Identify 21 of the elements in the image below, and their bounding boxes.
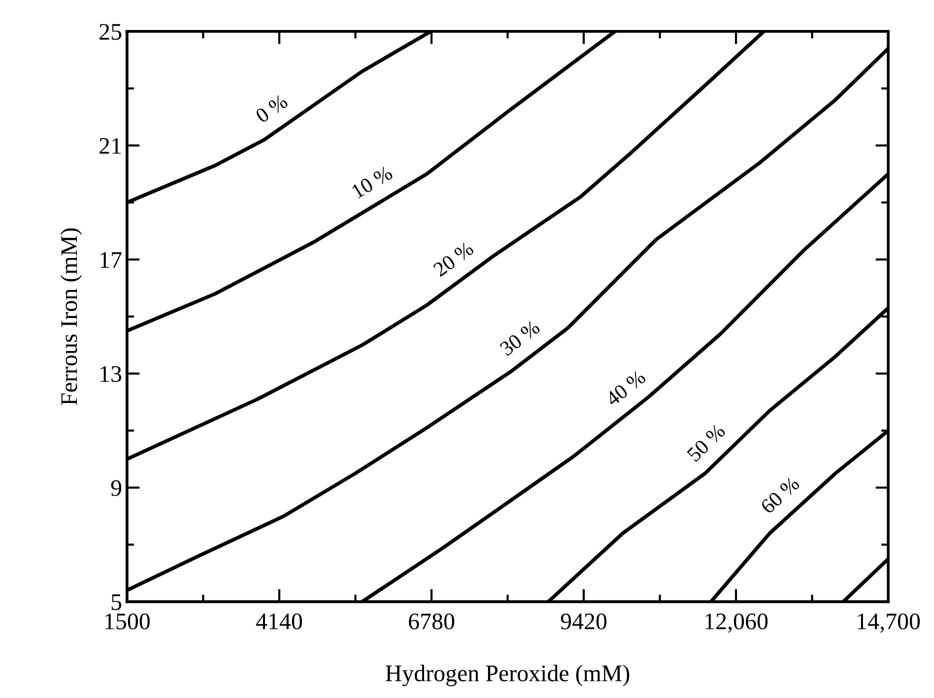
y-tick-label: 17	[100, 252, 122, 268]
text: 10 %	[351, 165, 394, 199]
x-tick-label: 14,700	[858, 613, 920, 633]
y-tick-label: 9	[111, 480, 122, 496]
y-tick-label: 5	[112, 594, 122, 610]
x-tick-label: 12,060	[706, 613, 768, 633]
x-tick-label: 1500	[105, 613, 150, 630]
y-tick-label: 13	[100, 366, 122, 382]
x-tick-label: 9420	[560, 613, 606, 630]
text: 20 %	[432, 240, 475, 278]
y-tick-label: 25	[100, 24, 122, 40]
y-axis-title: Ferrous Iron (mM)	[60, 228, 82, 406]
x-tick-label: 6780	[408, 613, 454, 630]
x-axis-title: Hydrogen Peroxide (mM)	[386, 664, 630, 686]
text: 0 %	[254, 94, 289, 124]
text: 60 %	[760, 476, 800, 514]
x-tick-label: 4140	[256, 613, 302, 630]
text: 40 %	[604, 369, 647, 407]
text: 50 %	[686, 423, 726, 462]
text: 30 %	[499, 320, 541, 356]
y-tick-label: 21	[100, 138, 121, 154]
